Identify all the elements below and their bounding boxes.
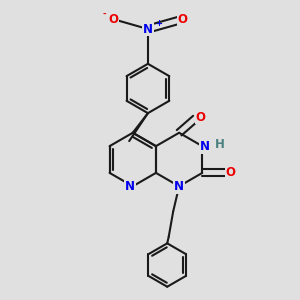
Text: -: - (103, 9, 106, 18)
Text: N: N (174, 180, 184, 194)
Text: H: H (214, 138, 224, 151)
Text: O: O (178, 13, 188, 26)
Text: +: + (155, 19, 162, 28)
Text: O: O (226, 167, 236, 179)
Text: O: O (196, 110, 206, 124)
Text: O: O (108, 13, 118, 26)
Text: N: N (125, 180, 135, 193)
Text: N: N (200, 140, 210, 153)
Text: N: N (143, 22, 153, 35)
